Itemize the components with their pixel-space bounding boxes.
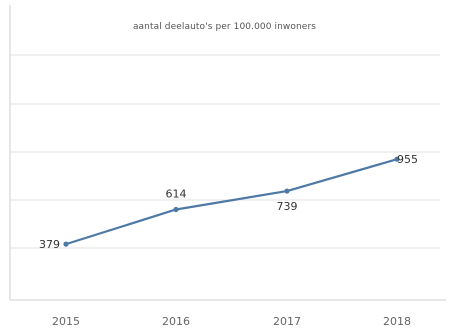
data-point-2015 <box>63 241 69 247</box>
series-line <box>65 158 398 246</box>
x-tick-label-2017: 2017 <box>273 315 301 328</box>
x-tick-label-2016: 2016 <box>162 315 190 328</box>
axes <box>9 5 446 301</box>
x-tick-label-2015: 2015 <box>52 315 80 328</box>
data-label-2017: 739 <box>277 200 298 213</box>
chart-title: aantal deelauto's per 100.000 inwoners <box>132 22 317 32</box>
grid-lines <box>10 54 440 249</box>
data-label-2016: 614 <box>166 187 187 200</box>
data-point-2017 <box>284 188 290 194</box>
data-label-2018: 955 <box>397 153 418 166</box>
x-tick-label-2018: 2018 <box>383 315 411 328</box>
data-point-2016 <box>173 206 179 213</box>
data-label-2015: 379 <box>39 238 60 251</box>
x-tick-labels: 2015 2016 2017 2018 <box>52 315 411 328</box>
series-layer <box>63 156 400 247</box>
label-layer: 379 614 739 955 <box>39 153 418 251</box>
data-point-2018 <box>394 156 400 162</box>
